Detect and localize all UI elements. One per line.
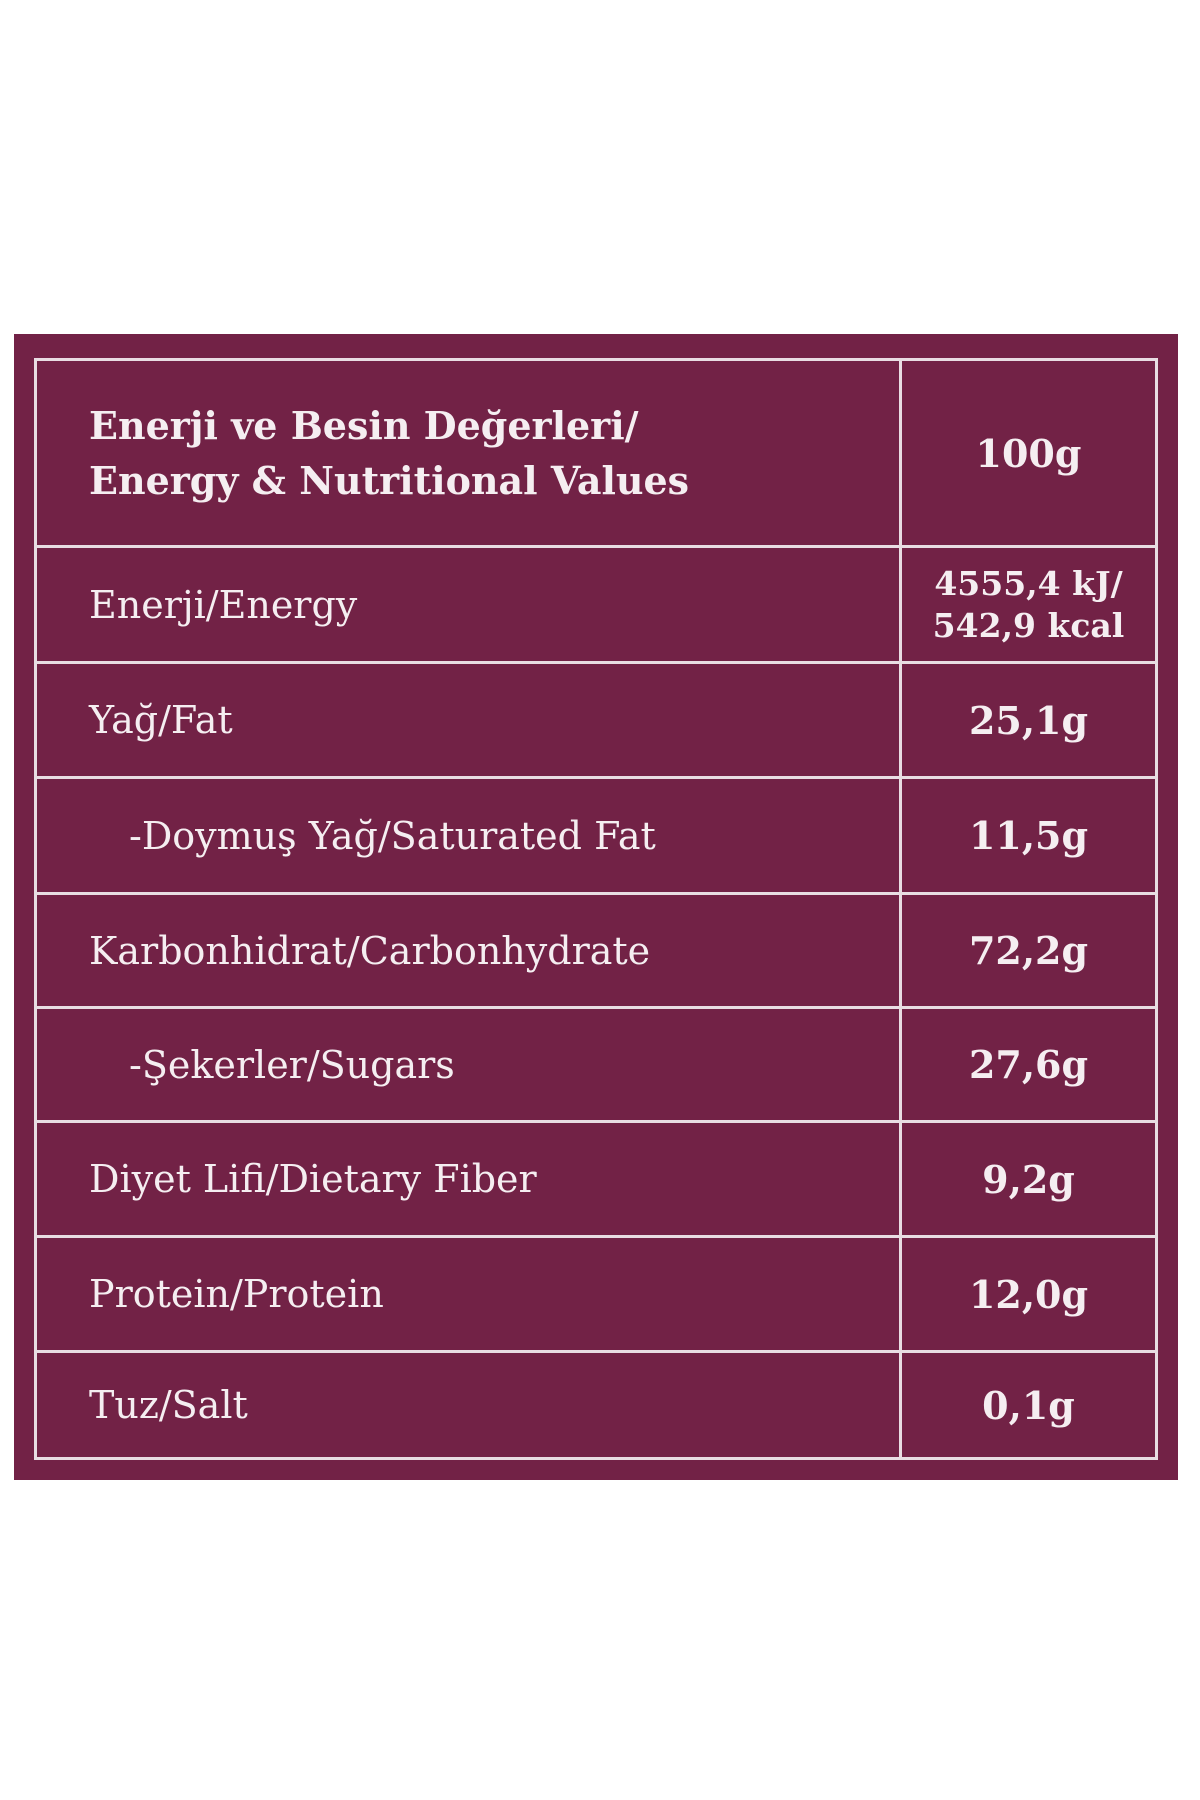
nutrient-value: 0,1g [982,1382,1075,1428]
row-divider [37,661,1155,664]
nutrient-label: Yağ/Fat [89,698,233,742]
nutrient-label: Karbonhidrat/Carbonhydrate [89,928,651,973]
nutrient-label: Enerji/Energy [89,582,358,627]
nutrient-value-line: 542,9 kcal [932,605,1125,645]
nutrition-table: Enerji ve Besin Değerleri/Energy & Nutri… [34,358,1158,1460]
nutrient-value: 12,0g [968,1271,1089,1317]
row-divider [37,1120,1155,1123]
row-divider [37,1235,1155,1238]
nutrient-value: 27,6g [968,1042,1089,1087]
nutrient-label: Tuz/Salt [89,1383,248,1427]
header-label-line: Energy & Nutritional Values [89,458,690,503]
nutrient-value: 4555,4 kJ/542,9 kcal [902,548,1155,661]
nutrient-label: Diyet Lifi/Dietary Fiber [89,1157,537,1201]
row-divider [37,545,1155,548]
nutrition-panel: Enerji ve Besin Değerleri/Energy & Nutri… [14,334,1178,1480]
nutrient-label: -Şekerler/Sugars [129,1042,455,1087]
row-divider [37,892,1155,895]
header-label-line: Enerji ve Besin Değerleri/ [89,402,639,448]
nutrient-label: -Doymuş Yağ/Saturated Fat [129,813,656,858]
row-divider [37,776,1155,779]
column-divider [899,361,902,1457]
nutrient-value: 9,2g [982,1156,1075,1202]
header-label: Enerji ve Besin Değerleri/Energy & Nutri… [37,361,899,545]
nutrient-value: 25,1g [968,697,1089,743]
nutrient-label: Protein/Protein [89,1272,384,1316]
nutrient-value: 72,2g [968,928,1089,973]
row-divider [37,1006,1155,1009]
nutrient-value: 11,5g [968,813,1089,858]
row-divider [37,1350,1155,1353]
nutrient-value-line: 4555,4 kJ/ [934,564,1123,604]
header-value: 100g [975,430,1082,476]
